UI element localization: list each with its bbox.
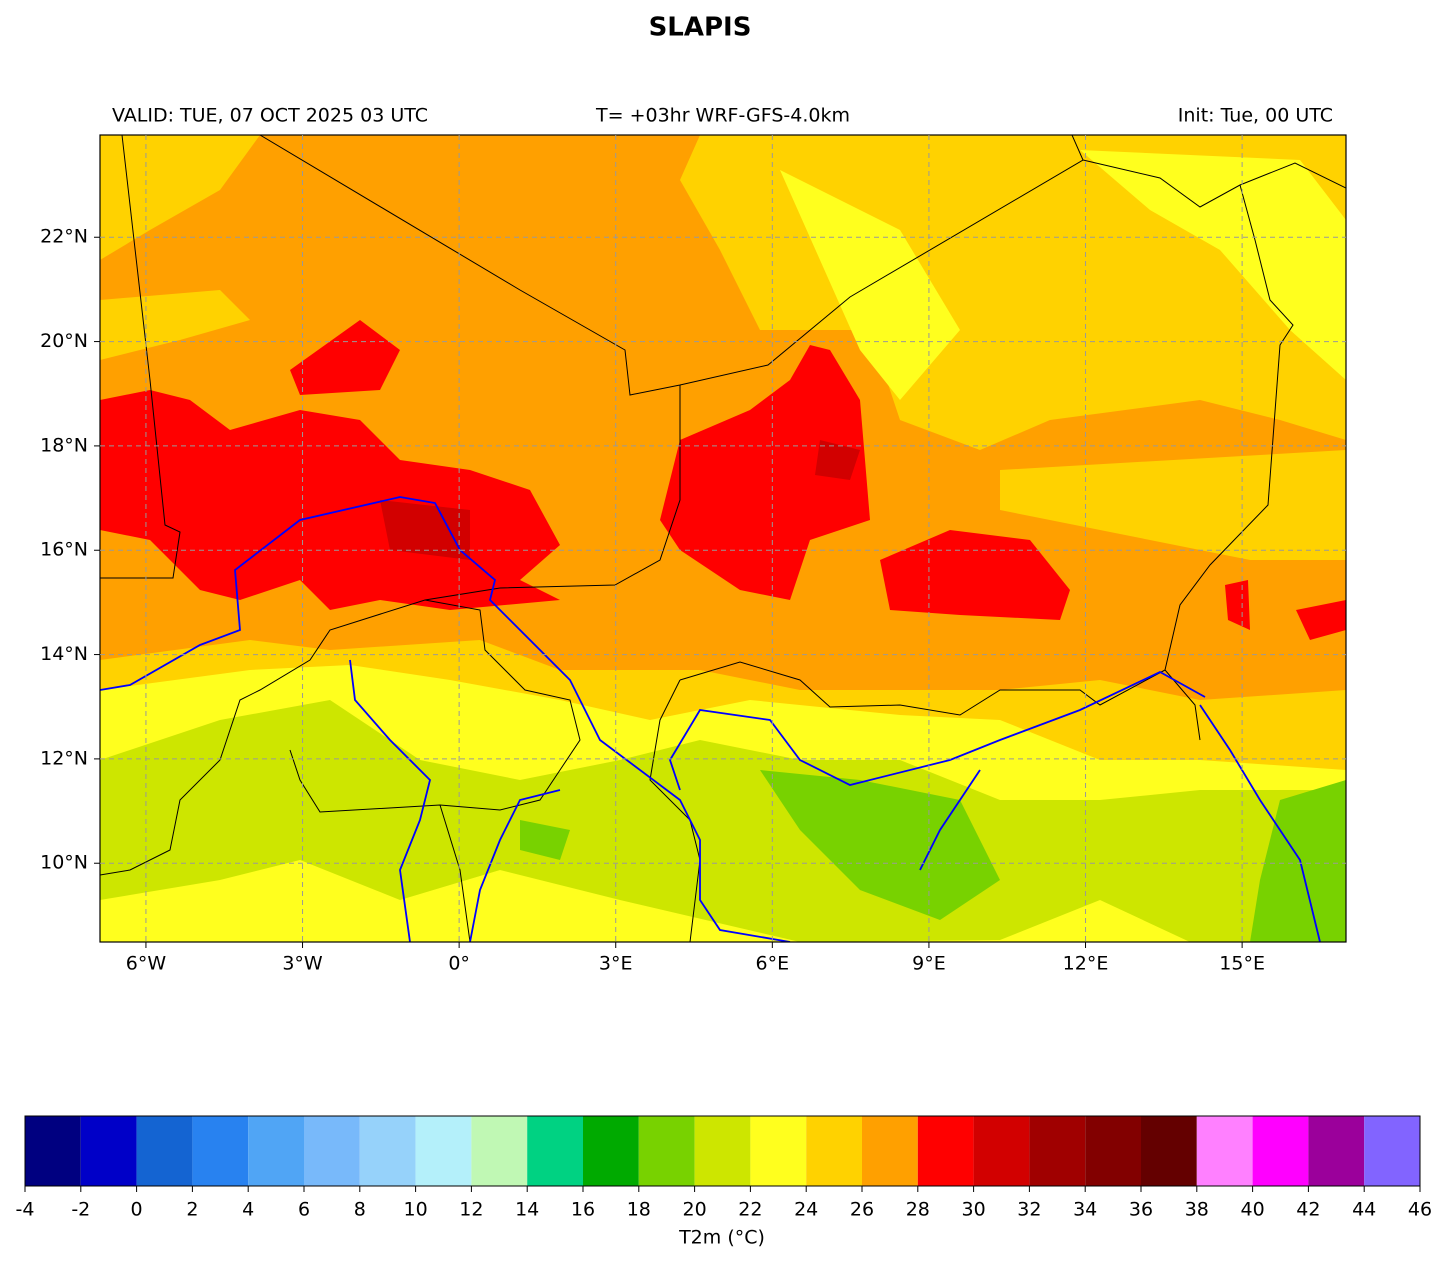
colorbar-tick-label: 14	[515, 1199, 539, 1221]
colorbar-swatch	[583, 1116, 639, 1186]
colorbar-swatch	[527, 1116, 583, 1186]
x-tick-label: 3°E	[599, 953, 633, 975]
field-south-cooler	[520, 770, 1346, 942]
y-tick-label: 16°N	[40, 539, 88, 561]
colorbar-swatch	[917, 1116, 974, 1186]
colorbar-frame	[24, 1115, 1421, 1187]
border	[100, 385, 681, 876]
colorbar-swatch	[750, 1116, 807, 1186]
colorbar-tick-label: 20	[683, 1199, 707, 1221]
colorbar-swatch	[304, 1116, 360, 1186]
colorbar-tick-label: 12	[459, 1199, 483, 1221]
x-tick-label: 12°E	[1063, 953, 1109, 975]
field-warm-patch	[100, 135, 1346, 560]
colorbar-swatch	[415, 1116, 472, 1186]
x-tick-label: 6°W	[126, 953, 167, 975]
colorbar-swatch	[80, 1116, 137, 1186]
border	[1164, 184, 1294, 741]
colorbar-tick-label: -4	[16, 1199, 35, 1221]
colorbar-swatch	[25, 1116, 81, 1186]
colorbar-tick-label: 36	[1129, 1199, 1153, 1221]
river	[919, 769, 981, 871]
colorbar-swatch	[1029, 1116, 1086, 1186]
field-hottest-patch	[380, 440, 860, 560]
field-hot-patch	[290, 320, 1346, 640]
y-tick-label: 10°N	[40, 852, 88, 874]
y-tick-label: 18°N	[40, 434, 88, 456]
colorbar-tick-label: 28	[906, 1199, 930, 1221]
colorbar-tick-label: 30	[962, 1199, 986, 1221]
colorbar-swatch	[973, 1116, 1030, 1186]
border	[1082, 159, 1346, 208]
init-time: Init: Tue, 00 UTC	[1178, 105, 1333, 127]
x-tick-label: 3°W	[282, 953, 323, 975]
colorbar-swatch	[1364, 1116, 1420, 1186]
colorbar-swatch	[1308, 1116, 1365, 1186]
x-tick-label: 9°E	[912, 953, 946, 975]
y-tick-label: 20°N	[40, 330, 88, 352]
colorbar-swatch	[471, 1116, 528, 1186]
river	[1199, 704, 1321, 942]
border	[439, 804, 471, 942]
colorbar-tick-label: 40	[1241, 1199, 1265, 1221]
colorbar-tick-label: 24	[794, 1199, 818, 1221]
border	[289, 599, 581, 813]
colorbar-swatch	[862, 1116, 918, 1186]
y-tick-label: 14°N	[40, 643, 88, 665]
colorbar-label: T2m (°C)	[678, 1227, 765, 1249]
colorbar-tick-label: 22	[738, 1199, 762, 1221]
river	[669, 670, 1206, 791]
colorbar-tick-label: 18	[627, 1199, 651, 1221]
colorbar-tick-label: 16	[571, 1199, 595, 1221]
y-tick-label: 22°N	[40, 226, 88, 248]
colorbar-tick-label: 6	[298, 1199, 310, 1221]
y-tick-label: 12°N	[40, 747, 88, 769]
border	[679, 661, 1166, 716]
colorbar-tick-label: 0	[131, 1199, 143, 1221]
colorbar-tick-label: 8	[354, 1199, 366, 1221]
colorbar-tick-label: 44	[1352, 1199, 1376, 1221]
river	[100, 496, 791, 942]
colorbar-tick-label: 10	[404, 1199, 428, 1221]
colorbar-tick-label: 32	[1017, 1199, 1041, 1221]
colorbar-swatch	[1252, 1116, 1309, 1186]
colorbar-tick-label: -2	[71, 1199, 90, 1221]
river	[349, 659, 431, 942]
river	[469, 789, 561, 942]
x-tick-label: 6°E	[756, 953, 790, 975]
border	[100, 135, 181, 579]
colorbar-swatch	[1196, 1116, 1253, 1186]
colorbar-swatch	[806, 1116, 862, 1186]
colorbar-swatch	[136, 1116, 193, 1186]
colorbar-swatch	[1085, 1116, 1141, 1186]
colorbar-tick-label: 42	[1296, 1199, 1320, 1221]
colorbar-swatch	[638, 1116, 695, 1186]
temperature-field	[100, 135, 1346, 942]
colorbar-swatch	[248, 1116, 304, 1186]
x-tick-label: 15°E	[1219, 953, 1265, 975]
colorbar-swatch	[359, 1116, 416, 1186]
title: SLAPIS	[649, 13, 752, 43]
colorbar-tick-label: 46	[1408, 1199, 1432, 1221]
colorbar-swatch	[192, 1116, 249, 1186]
colorbar-tick-label: 34	[1073, 1199, 1097, 1221]
border	[649, 679, 701, 942]
colorbar-swatch	[1141, 1116, 1197, 1186]
field-mild-patch	[780, 150, 1346, 400]
colorbar-swatch	[694, 1116, 751, 1186]
forecast-info: T= +03hr WRF-GFS-4.0km	[595, 105, 850, 127]
map-frame	[99, 134, 1347, 943]
colorbar-tick-label: 4	[242, 1199, 254, 1221]
colorbar-tick-label: 26	[850, 1199, 874, 1221]
x-tick-label: 0°	[448, 953, 470, 975]
colorbar-tick-label: 2	[186, 1199, 198, 1221]
valid-time: VALID: TUE, 07 OCT 2025 03 UTC	[112, 105, 428, 127]
colorbar-tick-label: 38	[1185, 1199, 1209, 1221]
